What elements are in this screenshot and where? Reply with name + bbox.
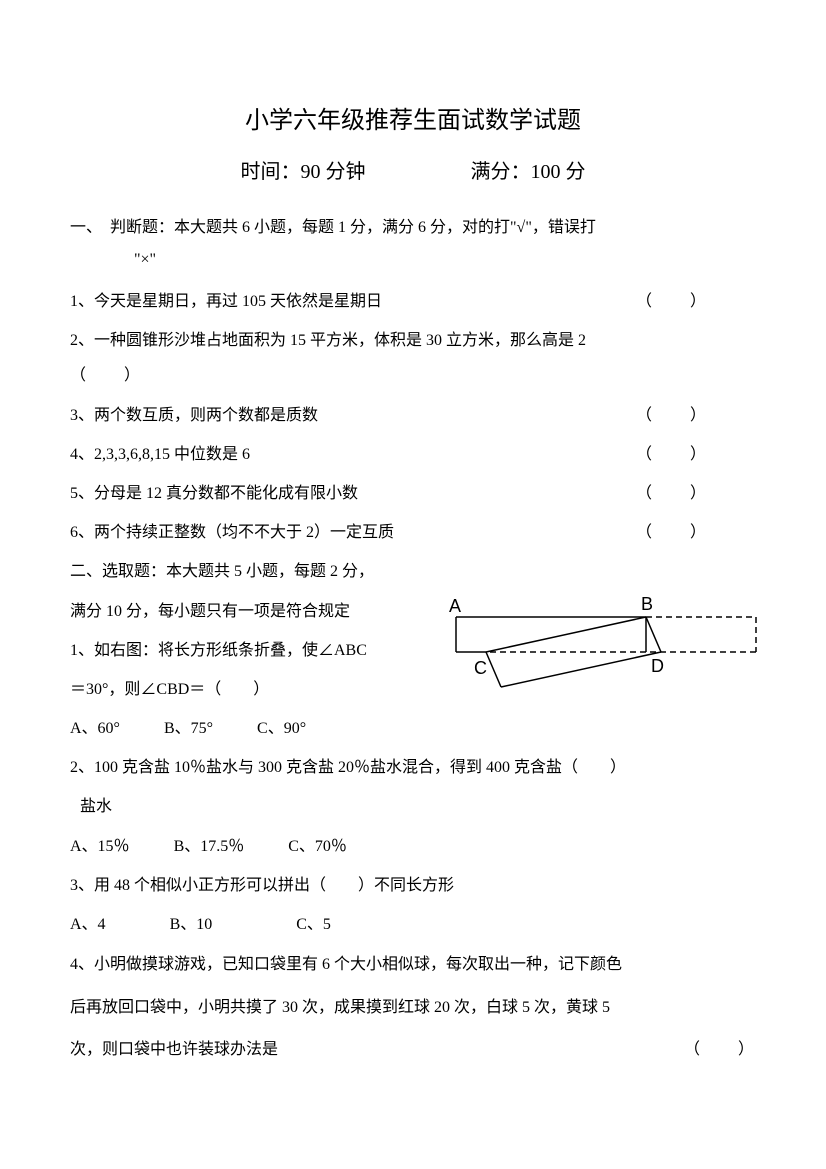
subtitle: 时间：90 分钟 满分：100 分 — [70, 155, 756, 184]
question-1-2: 2、一种圆锥形沙堆占地面积为 15 平方米，体积是 30 立方米，那么高是 2 … — [70, 323, 756, 393]
q2-paren: （ ） — [70, 358, 756, 393]
diagram-label-b: B — [641, 594, 653, 614]
q6-paren: （ ） — [636, 515, 756, 550]
q1-paren: （ ） — [636, 284, 756, 319]
q2-3-opt-c: C、5 — [296, 916, 331, 933]
q2-4-paren: （ ） — [636, 1031, 756, 1069]
question-2-4-line3: 次，则口袋中也许装球办法是 （ ） — [70, 1031, 756, 1069]
question-2-1-line2: ＝30°，则∠CBD＝（ ） — [70, 672, 447, 707]
question-2-3-options: A、4 B、10 C、5 — [70, 907, 756, 942]
question-2-1-line1: 1、如右图：将长方形纸条折叠，使∠ABC — [70, 633, 447, 668]
question-1-4: 4、2,3,3,6,8,15 中位数是 6 （ ） — [70, 437, 756, 472]
page-title: 小学六年级推荐生面试数学试题 — [70, 100, 756, 135]
q2-1-opt-c: C、90° — [257, 720, 306, 737]
section1-header-line2: "×" — [70, 244, 756, 276]
diagram-label-d: D — [651, 656, 664, 676]
question-1-1: 1、今天是星期日，再过 105 天依然是星期日 （ ） — [70, 284, 756, 319]
question-1-3: 3、两个数互质，则两个数都是质数 （ ） — [70, 398, 756, 433]
q4-text: 4、2,3,3,6,8,15 中位数是 6 — [70, 437, 636, 472]
score-label: 满分：100 分 — [471, 155, 586, 184]
q1-text: 1、今天是星期日，再过 105 天依然是星期日 — [70, 284, 636, 319]
diagram-label-c: C — [474, 658, 487, 678]
section1-header-line1: 一、 判断题：本大题共 6 小题，每题 1 分，满分 6 分，对的打"√"，错误… — [70, 212, 756, 244]
section1-header: 一、 判断题：本大题共 6 小题，每题 1 分，满分 6 分，对的打"√"，错误… — [70, 212, 756, 276]
q5-text: 5、分母是 12 真分数都不能化成有限小数 — [70, 476, 636, 511]
q2-2-opt-c: C、70％ — [288, 838, 347, 855]
q2-3-opt-b: B、10 — [170, 916, 213, 933]
question-2-2: 2、100 克含盐 10％盐水与 300 克含盐 20％盐水混合，得到 400 … — [70, 750, 756, 785]
question-2-4-line2: 后再放回口袋中，小明共摸了 30 次，成果摸到红球 20 次，白球 5 次，黄球… — [70, 989, 756, 1027]
q2-2-opt-b: B、17.5％ — [174, 838, 245, 855]
time-label: 时间：90 分钟 — [241, 155, 366, 184]
question-2-2-line2: 盐水 — [70, 789, 756, 824]
q3-text: 3、两个数互质，则两个数都是质数 — [70, 398, 636, 433]
q2-4-text3: 次，则口袋中也许装球办法是 — [70, 1031, 636, 1069]
q3-paren: （ ） — [636, 398, 756, 433]
section2-header-line1: 二、选取题：本大题共 5 小题，每题 2 分， — [70, 554, 447, 589]
section2-header-line2: 满分 10 分，每小题只有一项是符合规定 — [70, 594, 447, 629]
q5-paren: （ ） — [636, 476, 756, 511]
q2-3-opt-a: A、4 — [70, 916, 106, 933]
question-1-6: 6、两个持续正整数（均不不大于 2）一定互质 （ ） — [70, 515, 756, 550]
question-2-2-options: A、15％ B、17.5％ C、70％ — [70, 829, 756, 864]
question-1-5: 5、分母是 12 真分数都不能化成有限小数 （ ） — [70, 476, 756, 511]
q2-1-opt-b: B、75° — [164, 720, 213, 737]
q2-2-opt-a: A、15％ — [70, 838, 130, 855]
q6-text: 6、两个持续正整数（均不不大于 2）一定互质 — [70, 515, 636, 550]
diagram-label-a: A — [449, 596, 461, 616]
q2-text: 2、一种圆锥形沙堆占地面积为 15 平方米，体积是 30 立方米，那么高是 2 — [70, 323, 756, 358]
q4-paren: （ ） — [636, 437, 756, 472]
fold-diagram: A B C D — [446, 592, 766, 702]
question-2-1-options: A、60° B、75° C、90° — [70, 711, 756, 746]
q2-1-opt-a: A、60° — [70, 720, 120, 737]
question-2-3: 3、用 48 个相似小正方形可以拼出（ ）不同长方形 — [70, 868, 756, 903]
question-2-4-line1: 4、小明做摸球游戏，已知口袋里有 6 个大小相似球，每次取出一种，记下颜色 — [70, 946, 756, 984]
